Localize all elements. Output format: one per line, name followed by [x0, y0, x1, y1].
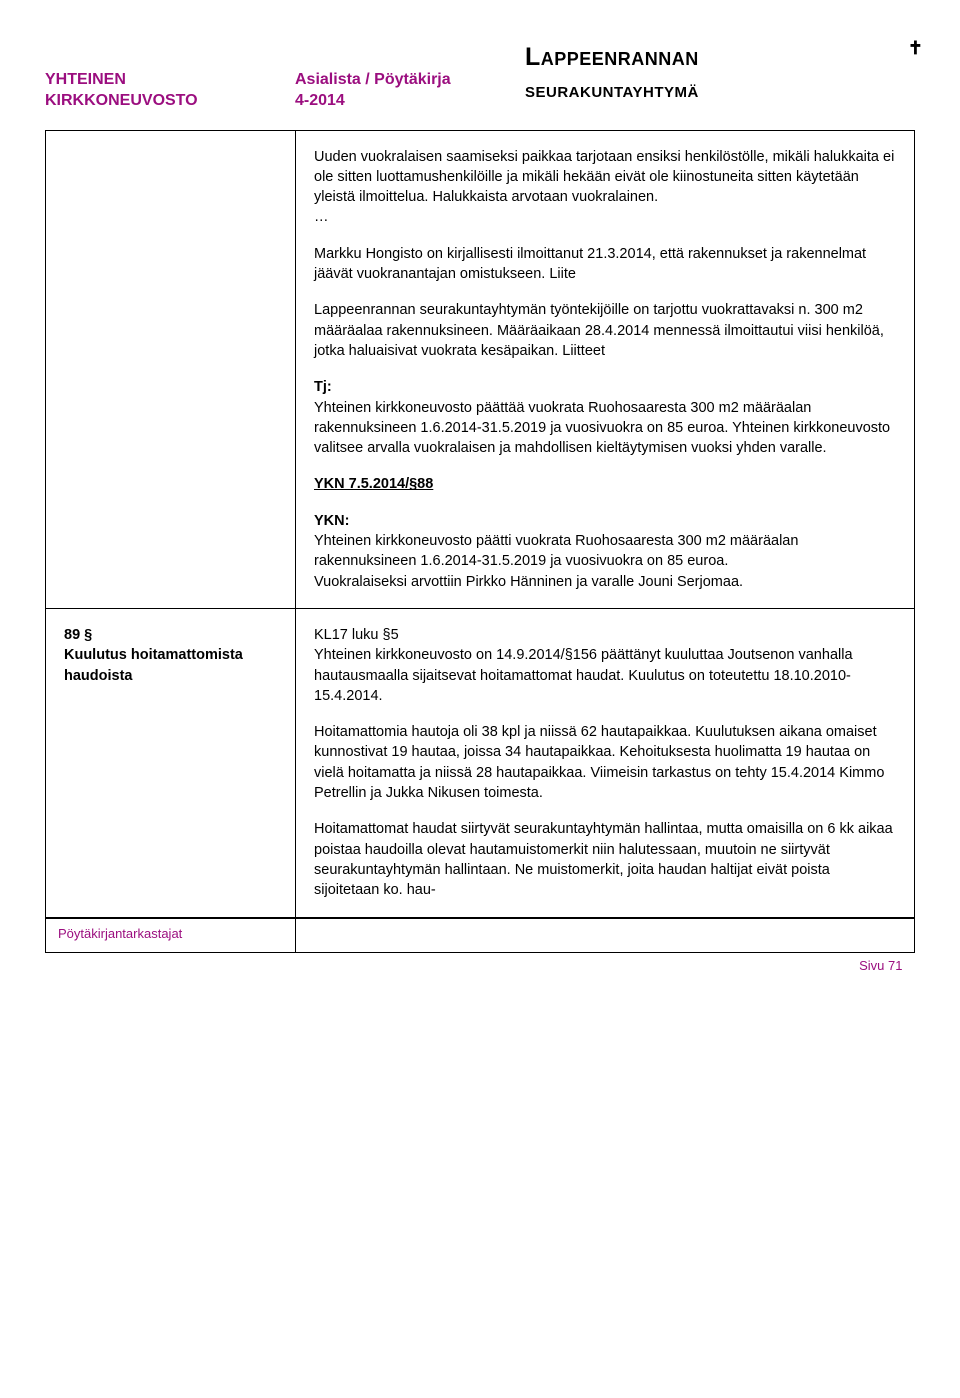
header-right-block: ✝ Lappeenrannan seurakuntayhtymä	[525, 40, 915, 106]
table-row: 89 § Kuulutus hoitamattomista haudoista …	[46, 608, 915, 917]
paragraph: Yhteinen kirkkoneuvosto on 14.9.2014/§15…	[314, 645, 896, 706]
committee-name-line1: YHTEINEN	[45, 70, 295, 91]
document-header: YHTEINEN KIRKKONEUVOSTO Asialista / Pöyt…	[45, 40, 915, 112]
header-center-block: Asialista / Pöytäkirja 4-2014	[295, 40, 525, 112]
footer-mid-cell	[296, 918, 915, 952]
section-label-cell: 89 § Kuulutus hoitamattomista haudoista	[46, 608, 296, 917]
ykn-body2: Vuokralaiseksi arvottiin Pirkko Hänninen…	[314, 574, 743, 590]
footer-left-cell: Pöytäkirjantarkastajat	[46, 918, 296, 952]
tj-body: Yhteinen kirkkoneuvosto päättää vuokrata…	[314, 400, 890, 457]
reviewers-label: Pöytäkirjantarkastajat	[58, 926, 182, 941]
header-left-block: YHTEINEN KIRKKONEUVOSTO	[45, 40, 295, 112]
paragraph: Markku Hongisto on kirjallisesti ilmoitt…	[314, 244, 896, 285]
footer-table: Pöytäkirjantarkastajat Sivu 71	[45, 918, 915, 987]
doc-number-line: 4-2014	[295, 91, 525, 112]
decision-block: YKN: Yhteinen kirkkoneuvosto päätti vuok…	[314, 511, 896, 592]
paragraph: Uuden vuokralaisen saamiseksi paikkaa ta…	[314, 147, 896, 228]
cross-icon: ✝	[908, 36, 923, 61]
tj-label: Tj:	[314, 379, 332, 395]
footer-row: Pöytäkirjantarkastajat	[46, 918, 915, 952]
ykn-body: Yhteinen kirkkoneuvosto päätti vuokrata …	[314, 533, 798, 569]
page-number-row: Sivu 71	[46, 952, 915, 986]
committee-name-line2: KIRKKONEUVOSTO	[45, 91, 295, 112]
section-body-cell: KL17 luku §5 Yhteinen kirkkoneuvosto on …	[296, 608, 915, 917]
paragraph: Hoitamattomat haudat siirtyvät seurakunt…	[314, 819, 896, 900]
minutes-table: Uuden vuokralaisen saamiseksi paikkaa ta…	[45, 130, 915, 918]
section-number: 89 §	[64, 625, 277, 645]
section-body-cell: Uuden vuokralaisen saamiseksi paikkaa ta…	[296, 130, 915, 608]
table-row: Uuden vuokralaisen saamiseksi paikkaa ta…	[46, 130, 915, 608]
paragraph: Hoitamattomia hautoja oli 38 kpl ja niis…	[314, 722, 896, 803]
org-name-line2: seurakuntayhtymä	[525, 75, 915, 106]
doc-type-line: Asialista / Pöytäkirja	[295, 70, 525, 91]
section-title: Kuulutus hoitamattomista haudoista	[64, 645, 277, 686]
section-label-cell	[46, 130, 296, 608]
ykn-label: YKN:	[314, 513, 349, 529]
paragraph: Lappeenrannan seurakuntayhtymän työnteki…	[314, 300, 896, 361]
page-number-cell: Sivu 71	[296, 952, 915, 986]
proposal-block: Tj: Yhteinen kirkkoneuvosto päättää vuok…	[314, 377, 896, 458]
reference-code: YKN 7.5.2014/§88	[314, 474, 896, 494]
paragraph: KL17 luku §5	[314, 625, 896, 645]
page-number: Sivu 71	[859, 958, 902, 973]
org-name-line1: Lappeenrannan	[525, 40, 699, 75]
